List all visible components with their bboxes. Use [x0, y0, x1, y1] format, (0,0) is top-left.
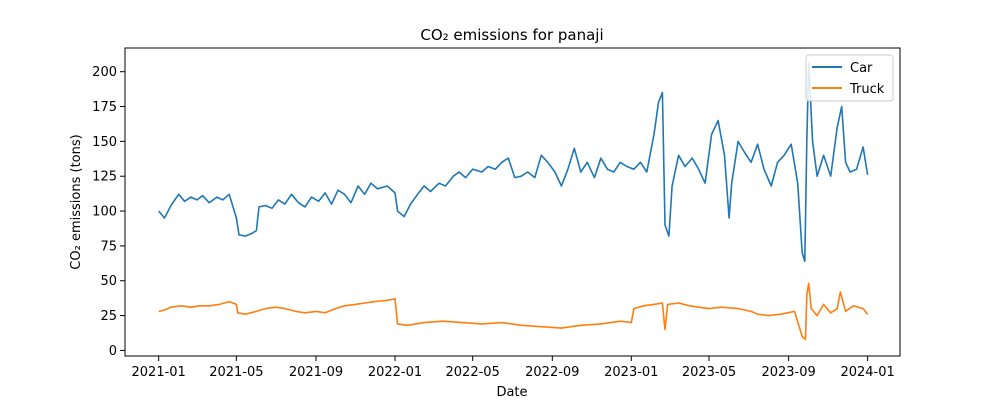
y-tick-label: 25: [100, 309, 117, 324]
plot-frame: [124, 47, 901, 357]
series-line-truck: [158, 282, 869, 341]
y-tick-label: 75: [100, 239, 117, 254]
x-tick-label: 2022-01: [368, 365, 422, 380]
x-tick-label: 2021-05: [209, 365, 263, 380]
y-tick-label: 100: [92, 205, 117, 220]
x-tick-label: 2023-09: [761, 365, 815, 380]
x-tick-label: 2023-05: [682, 365, 736, 380]
x-tick-label: 2022-09: [525, 365, 579, 380]
y-tick-label: 150: [92, 135, 117, 150]
y-tick-label: 175: [92, 100, 117, 115]
legend-label-truck: Truck: [849, 82, 885, 97]
x-tick-label: 2024-01: [840, 365, 894, 380]
y-tick-label: 125: [92, 170, 117, 185]
legend-label-car: Car: [850, 61, 873, 76]
y-axis: 0 25 50 75 100 125 150 175 200: [92, 65, 125, 359]
chart-title: CO₂ emissions for panaji: [420, 26, 603, 44]
legend: Car Truck: [805, 54, 894, 102]
y-tick-label: 200: [92, 65, 117, 80]
x-tick-label: 2021-01: [132, 365, 186, 380]
x-tick-label: 2023-01: [604, 365, 658, 380]
y-axis-label: CO₂ emissions (tons): [69, 134, 84, 269]
plot-area: [158, 62, 869, 341]
y-tick-label: 50: [100, 274, 117, 289]
series-line-car: [158, 62, 869, 262]
x-axis-label: Date: [496, 385, 527, 400]
y-tick-label: 0: [109, 344, 117, 359]
x-tick-label: 2021-09: [289, 365, 343, 380]
x-tick-label: 2022-05: [446, 365, 500, 380]
x-axis: 2021-01 2021-05 2021-09 2022-01 2022-05 2022-…: [132, 356, 895, 380]
